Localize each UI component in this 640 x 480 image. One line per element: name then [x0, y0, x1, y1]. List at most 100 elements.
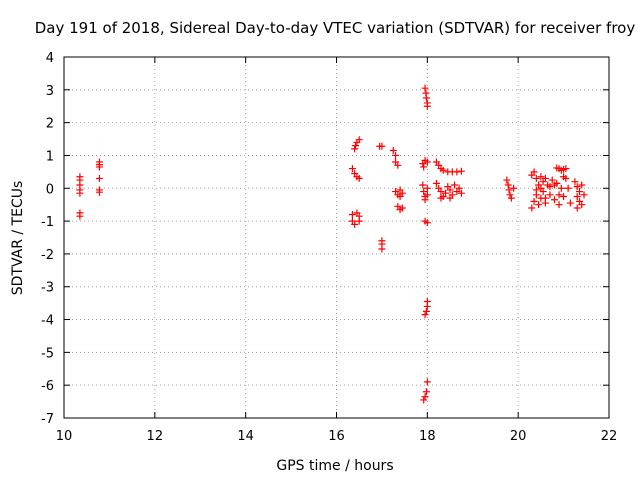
data-point-marker: [437, 188, 445, 196]
y-axis-label: SDTVAR / TECUs: [10, 181, 26, 296]
data-point-marker: [555, 201, 563, 209]
data-point-marker: [541, 194, 549, 202]
data-point-marker: [562, 165, 570, 173]
data-point-marker: [530, 168, 538, 176]
data-point-marker: [421, 311, 429, 319]
data-point-marker: [551, 196, 558, 204]
data-point-marker: [398, 204, 406, 212]
data-point-marker: [548, 176, 556, 184]
data-point-marker: [504, 181, 512, 189]
y-tick-label: -1: [41, 215, 54, 230]
data-point-marker: [394, 161, 402, 169]
x-tick-label: 16: [328, 429, 345, 444]
data-point-marker: [578, 201, 586, 209]
data-point-marker: [575, 188, 583, 196]
data-point-marker: [457, 189, 465, 197]
data-point-marker: [76, 189, 84, 197]
data-point-marker: [422, 94, 430, 102]
data-point-marker: [453, 168, 461, 176]
data-point-marker: [510, 184, 518, 192]
data-point-marker: [420, 396, 428, 404]
data-point-marker: [421, 196, 429, 204]
grid-lines: [64, 57, 609, 418]
x-tick-label: 14: [237, 429, 254, 444]
data-point-marker: [95, 163, 103, 171]
y-tick-label: -4: [41, 314, 54, 329]
y-tick-label: 0: [46, 182, 54, 197]
data-point-marker: [573, 192, 581, 200]
data-point-marker: [423, 184, 431, 192]
data-point-marker: [95, 188, 103, 196]
data-point-marker: [378, 142, 386, 150]
data-point-marker: [506, 191, 514, 199]
x-tick-label: 10: [56, 429, 73, 444]
x-axis-label: GPS time / hours: [276, 458, 393, 474]
data-point-marker: [541, 174, 549, 182]
data-point-marker: [422, 307, 430, 315]
data-point-marker: [578, 181, 586, 189]
data-point-marker: [389, 147, 397, 155]
data-point-marker: [505, 186, 513, 194]
data-point-marker: [432, 179, 440, 187]
data-point-marker: [355, 217, 363, 225]
y-tick-label: -3: [41, 281, 54, 296]
data-point-marker: [455, 184, 463, 192]
data-point-marker: [348, 165, 356, 173]
data-point-marker: [423, 378, 431, 386]
data-point-marker: [564, 184, 572, 192]
chart-title: Day 191 of 2018, Sidereal Day-to-day VTE…: [35, 19, 636, 37]
data-point-marker: [507, 194, 515, 202]
data-point-marker: [535, 201, 543, 209]
y-tick-label: -7: [41, 412, 54, 427]
x-tick-label: 22: [601, 429, 618, 444]
data-point-marker: [392, 151, 400, 159]
data-point-marker: [423, 302, 431, 310]
data-point-marker: [551, 181, 558, 189]
data-point-marker: [348, 211, 356, 219]
y-tick-label: 4: [46, 51, 54, 66]
data-point-marker: [557, 184, 565, 192]
data-point-marker: [457, 167, 465, 175]
data-point-marker: [537, 173, 545, 181]
data-point-marker: [355, 136, 363, 144]
y-tick-label: 3: [46, 84, 54, 99]
y-tick-label: -5: [41, 346, 54, 361]
x-tick-label: 18: [419, 429, 436, 444]
data-point-marker: [420, 188, 428, 196]
data-point-marker: [446, 194, 454, 202]
y-tick-label: -2: [41, 248, 54, 263]
data-point-marker: [566, 199, 574, 207]
data-point-marker: [76, 212, 84, 220]
data-point-marker: [537, 184, 545, 192]
data-point-marker: [423, 102, 431, 110]
data-point-marker: [530, 197, 538, 205]
y-tick-label: 2: [46, 117, 54, 132]
x-tick-label: 12: [147, 429, 164, 444]
data-point-marker: [421, 393, 429, 401]
data-point-marker: [420, 163, 428, 171]
y-tick-label: -6: [41, 379, 54, 394]
data-point-marker: [421, 84, 429, 92]
data-point-marker: [546, 183, 554, 191]
data-point-marker: [422, 388, 430, 396]
data-point-marker: [446, 186, 454, 194]
data-point-marker: [532, 174, 540, 182]
data-point-marker: [355, 174, 363, 182]
data-point-marker: [442, 189, 449, 197]
data-point-marker: [532, 186, 540, 194]
data-point-marker: [378, 245, 386, 253]
data-point-marker: [439, 166, 447, 174]
data-point-marker: [573, 183, 581, 191]
data-point-marker: [560, 192, 568, 200]
data-point-marker: [419, 181, 427, 189]
y-tick-label: 1: [46, 149, 54, 164]
data-point-marker: [95, 174, 103, 182]
data-point-marker: [351, 220, 359, 228]
data-point-marker: [560, 173, 568, 181]
data-point-marker: [423, 219, 431, 227]
x-tick-label: 20: [510, 429, 527, 444]
data-point-marker: [571, 178, 579, 186]
